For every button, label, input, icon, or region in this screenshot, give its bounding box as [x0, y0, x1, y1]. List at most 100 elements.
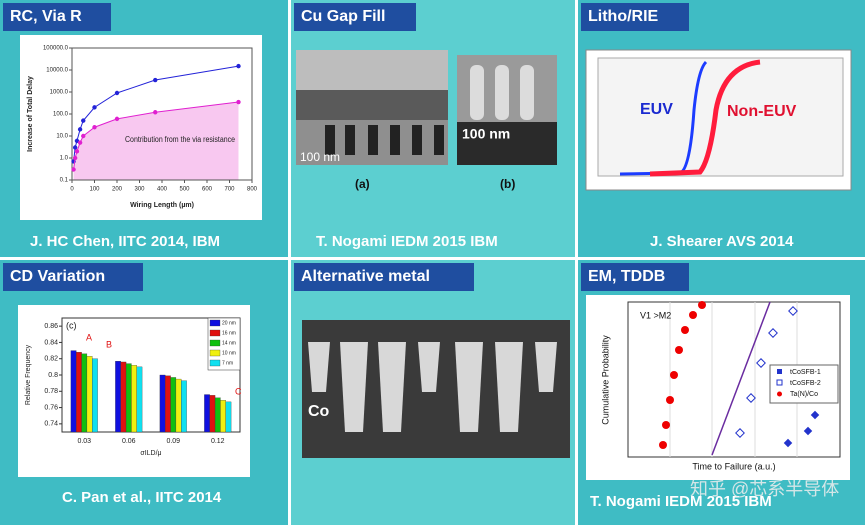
annotation: Contribution from the via resistance [125, 135, 235, 144]
plot-label: V1 >M2 [640, 310, 671, 320]
point [236, 99, 241, 105]
points [659, 301, 706, 449]
bar [125, 363, 132, 433]
legend-swatch [776, 379, 783, 386]
bar [70, 350, 77, 433]
point [77, 127, 83, 132]
y-tick-label: 1000.0 [50, 90, 69, 96]
plot-area [597, 57, 844, 177]
bar [204, 394, 210, 433]
legend-swatch [777, 369, 782, 374]
bar [131, 365, 137, 433]
plot-area [627, 301, 841, 458]
fit-line [711, 301, 771, 456]
y-tick-label: 100.0 [53, 112, 69, 118]
legend-label: 7 nm [222, 360, 233, 366]
annotation: B [106, 339, 112, 349]
y-axis-label: Cumulative Probability [600, 335, 610, 425]
legend-label: 10 nm [222, 350, 236, 356]
bar [175, 378, 182, 433]
x-tick-label: 400 [157, 187, 168, 193]
trenches [470, 65, 534, 120]
bar [136, 366, 143, 433]
x-axis-label: Wiring Length (µm) [130, 202, 194, 209]
point [92, 125, 97, 130]
panel-title: Alternative metal [301, 268, 430, 285]
tem-image [457, 122, 557, 165]
legend-label: 16 nm [222, 330, 236, 336]
x-tick-label: 0.06 [122, 438, 136, 445]
legend-swatch [209, 359, 221, 367]
watermark: 知乎 @芯系半导体 [690, 479, 839, 499]
bar [81, 353, 88, 433]
y-tick-label: 0.1 [60, 178, 69, 184]
point [114, 116, 120, 122]
scale-label: 100 nm [462, 126, 510, 142]
x-tick-label: 300 [134, 187, 145, 193]
title-box [581, 263, 689, 291]
title-box [294, 3, 416, 31]
bar [225, 401, 232, 433]
bar [220, 400, 226, 433]
point [72, 145, 78, 150]
points [735, 306, 798, 438]
annotation: A [86, 332, 92, 342]
bar [209, 395, 216, 433]
title-box [3, 263, 143, 291]
panel-title: RC, Via R [10, 8, 82, 25]
legend-label: 20 nm [222, 320, 236, 326]
points [783, 410, 820, 448]
y-tick-label: 0.74 [44, 421, 58, 428]
plot-label: Non-EUV [727, 103, 797, 120]
legend-label: 14 nm [222, 340, 236, 346]
panel-title: EM, TDDB [588, 268, 665, 285]
point [81, 133, 86, 139]
point [114, 90, 120, 96]
annotation: C [235, 386, 242, 396]
panel-title: CD Variation [10, 268, 105, 285]
point [72, 155, 78, 161]
legend-swatch [209, 329, 221, 337]
caption: T. Nogami IEDM 2015 IBM [590, 493, 772, 510]
scale-label: 100 nm [300, 150, 340, 164]
bar [115, 361, 121, 433]
y-tick-label: 0.86 [44, 323, 58, 330]
point [71, 167, 76, 172]
bar [120, 361, 127, 433]
curve [649, 59, 761, 177]
y-tick-label: 100000.0 [43, 46, 69, 52]
bar [86, 356, 93, 433]
grid [669, 302, 798, 457]
trenches [325, 125, 444, 155]
point [153, 77, 158, 83]
trenches [308, 342, 557, 432]
title-box [581, 3, 689, 31]
x-tick-label: 0.03 [77, 438, 91, 445]
legend-label: Ta(N)/Co [790, 391, 818, 398]
caption: J. Shearer AVS 2014 [650, 233, 794, 250]
legend-swatch [209, 349, 221, 357]
x-axis-label: σILD/μ [140, 450, 161, 457]
y-tick-label: 0.78 [44, 388, 58, 395]
x-tick-label: 700 [224, 187, 235, 193]
x-axis-label: Time to Failure (a.u.) [692, 461, 775, 471]
image-label: Co [308, 403, 330, 420]
annotation: (c) [66, 320, 77, 330]
x-tick-label: 0.12 [211, 438, 225, 445]
x-tick-label: 0 [70, 187, 74, 193]
point [81, 118, 86, 123]
x-tick-label: 500 [179, 187, 190, 193]
y-tick-label: 1.0 [60, 156, 69, 162]
y-tick-label: 0.8 [48, 372, 58, 379]
y-tick-label: 0.82 [44, 356, 58, 363]
bar [159, 374, 166, 433]
y-axis-label: Relative Frequency [25, 344, 32, 405]
point [92, 105, 97, 110]
legend-label: tCoSFB-1 [790, 369, 821, 376]
legend-swatch [209, 339, 221, 347]
point [236, 63, 241, 69]
y-tick-label: 10000.0 [46, 68, 68, 74]
caption: J. HC Chen, IITC 2014, IBM [30, 233, 220, 250]
